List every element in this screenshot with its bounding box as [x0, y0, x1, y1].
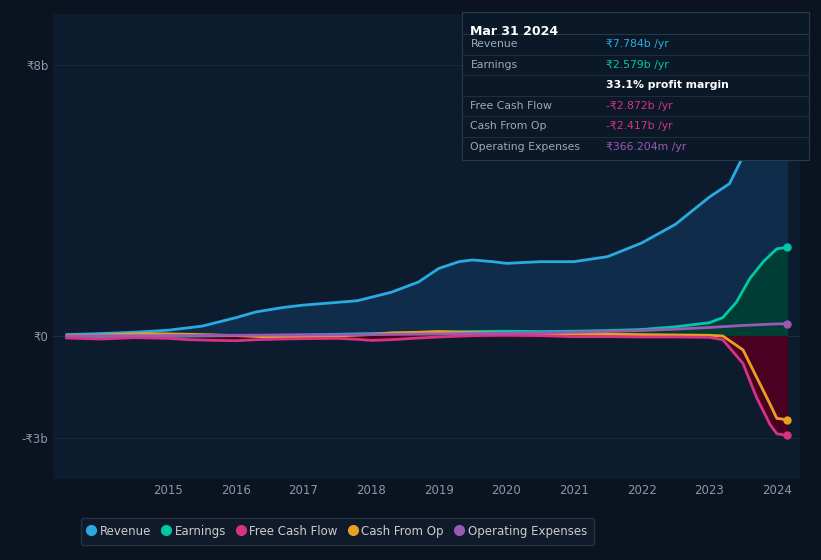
Text: Cash From Op: Cash From Op	[470, 122, 547, 132]
Text: Operating Expenses: Operating Expenses	[470, 142, 580, 152]
Text: ₹7.784b /yr: ₹7.784b /yr	[606, 39, 668, 49]
Text: Earnings: Earnings	[470, 60, 517, 70]
Text: Free Cash Flow: Free Cash Flow	[470, 101, 553, 111]
Text: 33.1% profit margin: 33.1% profit margin	[606, 80, 729, 90]
Text: Revenue: Revenue	[470, 39, 518, 49]
Text: ₹2.579b /yr: ₹2.579b /yr	[606, 60, 668, 70]
Text: ₹366.204m /yr: ₹366.204m /yr	[606, 142, 686, 152]
Text: -₹2.872b /yr: -₹2.872b /yr	[606, 101, 672, 111]
Legend: Revenue, Earnings, Free Cash Flow, Cash From Op, Operating Expenses: Revenue, Earnings, Free Cash Flow, Cash …	[80, 518, 594, 545]
Text: -₹2.417b /yr: -₹2.417b /yr	[606, 122, 672, 132]
Text: Mar 31 2024: Mar 31 2024	[470, 25, 558, 38]
